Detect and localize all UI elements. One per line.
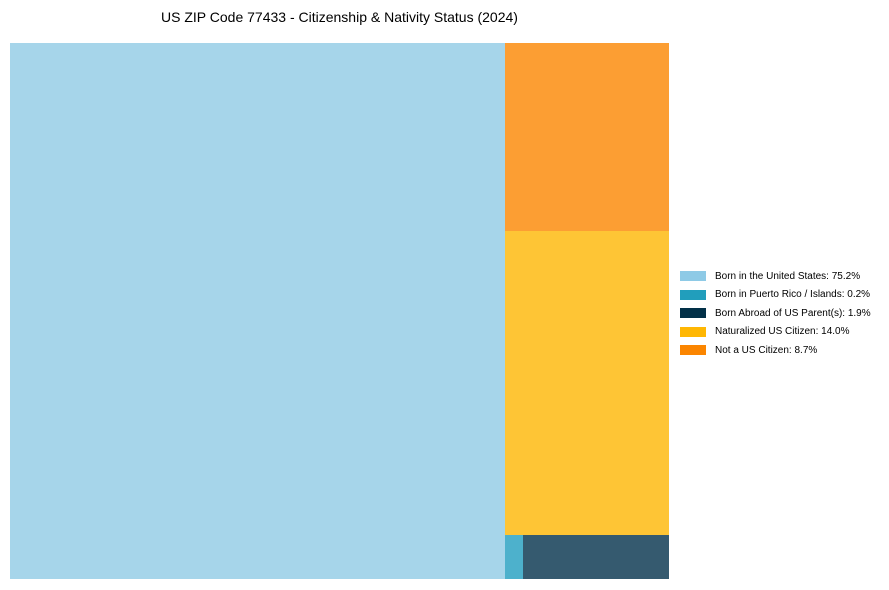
legend-swatch — [680, 326, 706, 337]
legend-label: Born Abroad of US Parent(s): 1.9% — [715, 307, 871, 319]
legend-swatch — [680, 271, 706, 282]
treemap-tile-born-abroad-of-us-parent-s — [523, 535, 669, 579]
legend-item-not-citizen: Not a US Citizen: 8.7% — [680, 341, 871, 360]
legend-item-born-abroad: Born Abroad of US Parent(s): 1.9% — [680, 304, 871, 323]
treemap-tile-born-in-the-united-states — [10, 43, 505, 579]
legend-label: Not a US Citizen: 8.7% — [715, 344, 818, 356]
chart-title: US ZIP Code 77433 - Citizenship & Nativi… — [161, 9, 518, 25]
legend-label: Born in Puerto Rico / Islands: 0.2% — [715, 289, 871, 301]
legend-item-naturalized: Naturalized US Citizen: 14.0% — [680, 323, 871, 342]
legend-item-born-puerto-rico: Born in Puerto Rico / Islands: 0.2% — [680, 286, 871, 305]
treemap-tile-not-a-us-citizen — [505, 43, 669, 231]
treemap-tile-born-in-puerto-rico-islands — [505, 535, 523, 579]
legend-item-born-us: Born in the United States: 75.2% — [680, 267, 871, 286]
legend-swatch — [680, 308, 706, 319]
legend-swatch — [680, 345, 706, 356]
legend-label: Naturalized US Citizen: 14.0% — [715, 326, 850, 338]
legend-swatch — [680, 289, 706, 300]
treemap-tile-naturalized-us-citizen — [505, 231, 669, 535]
legend-label: Born in the United States: 75.2% — [715, 270, 861, 282]
legend: Born in the United States: 75.2% Born in… — [680, 267, 871, 360]
